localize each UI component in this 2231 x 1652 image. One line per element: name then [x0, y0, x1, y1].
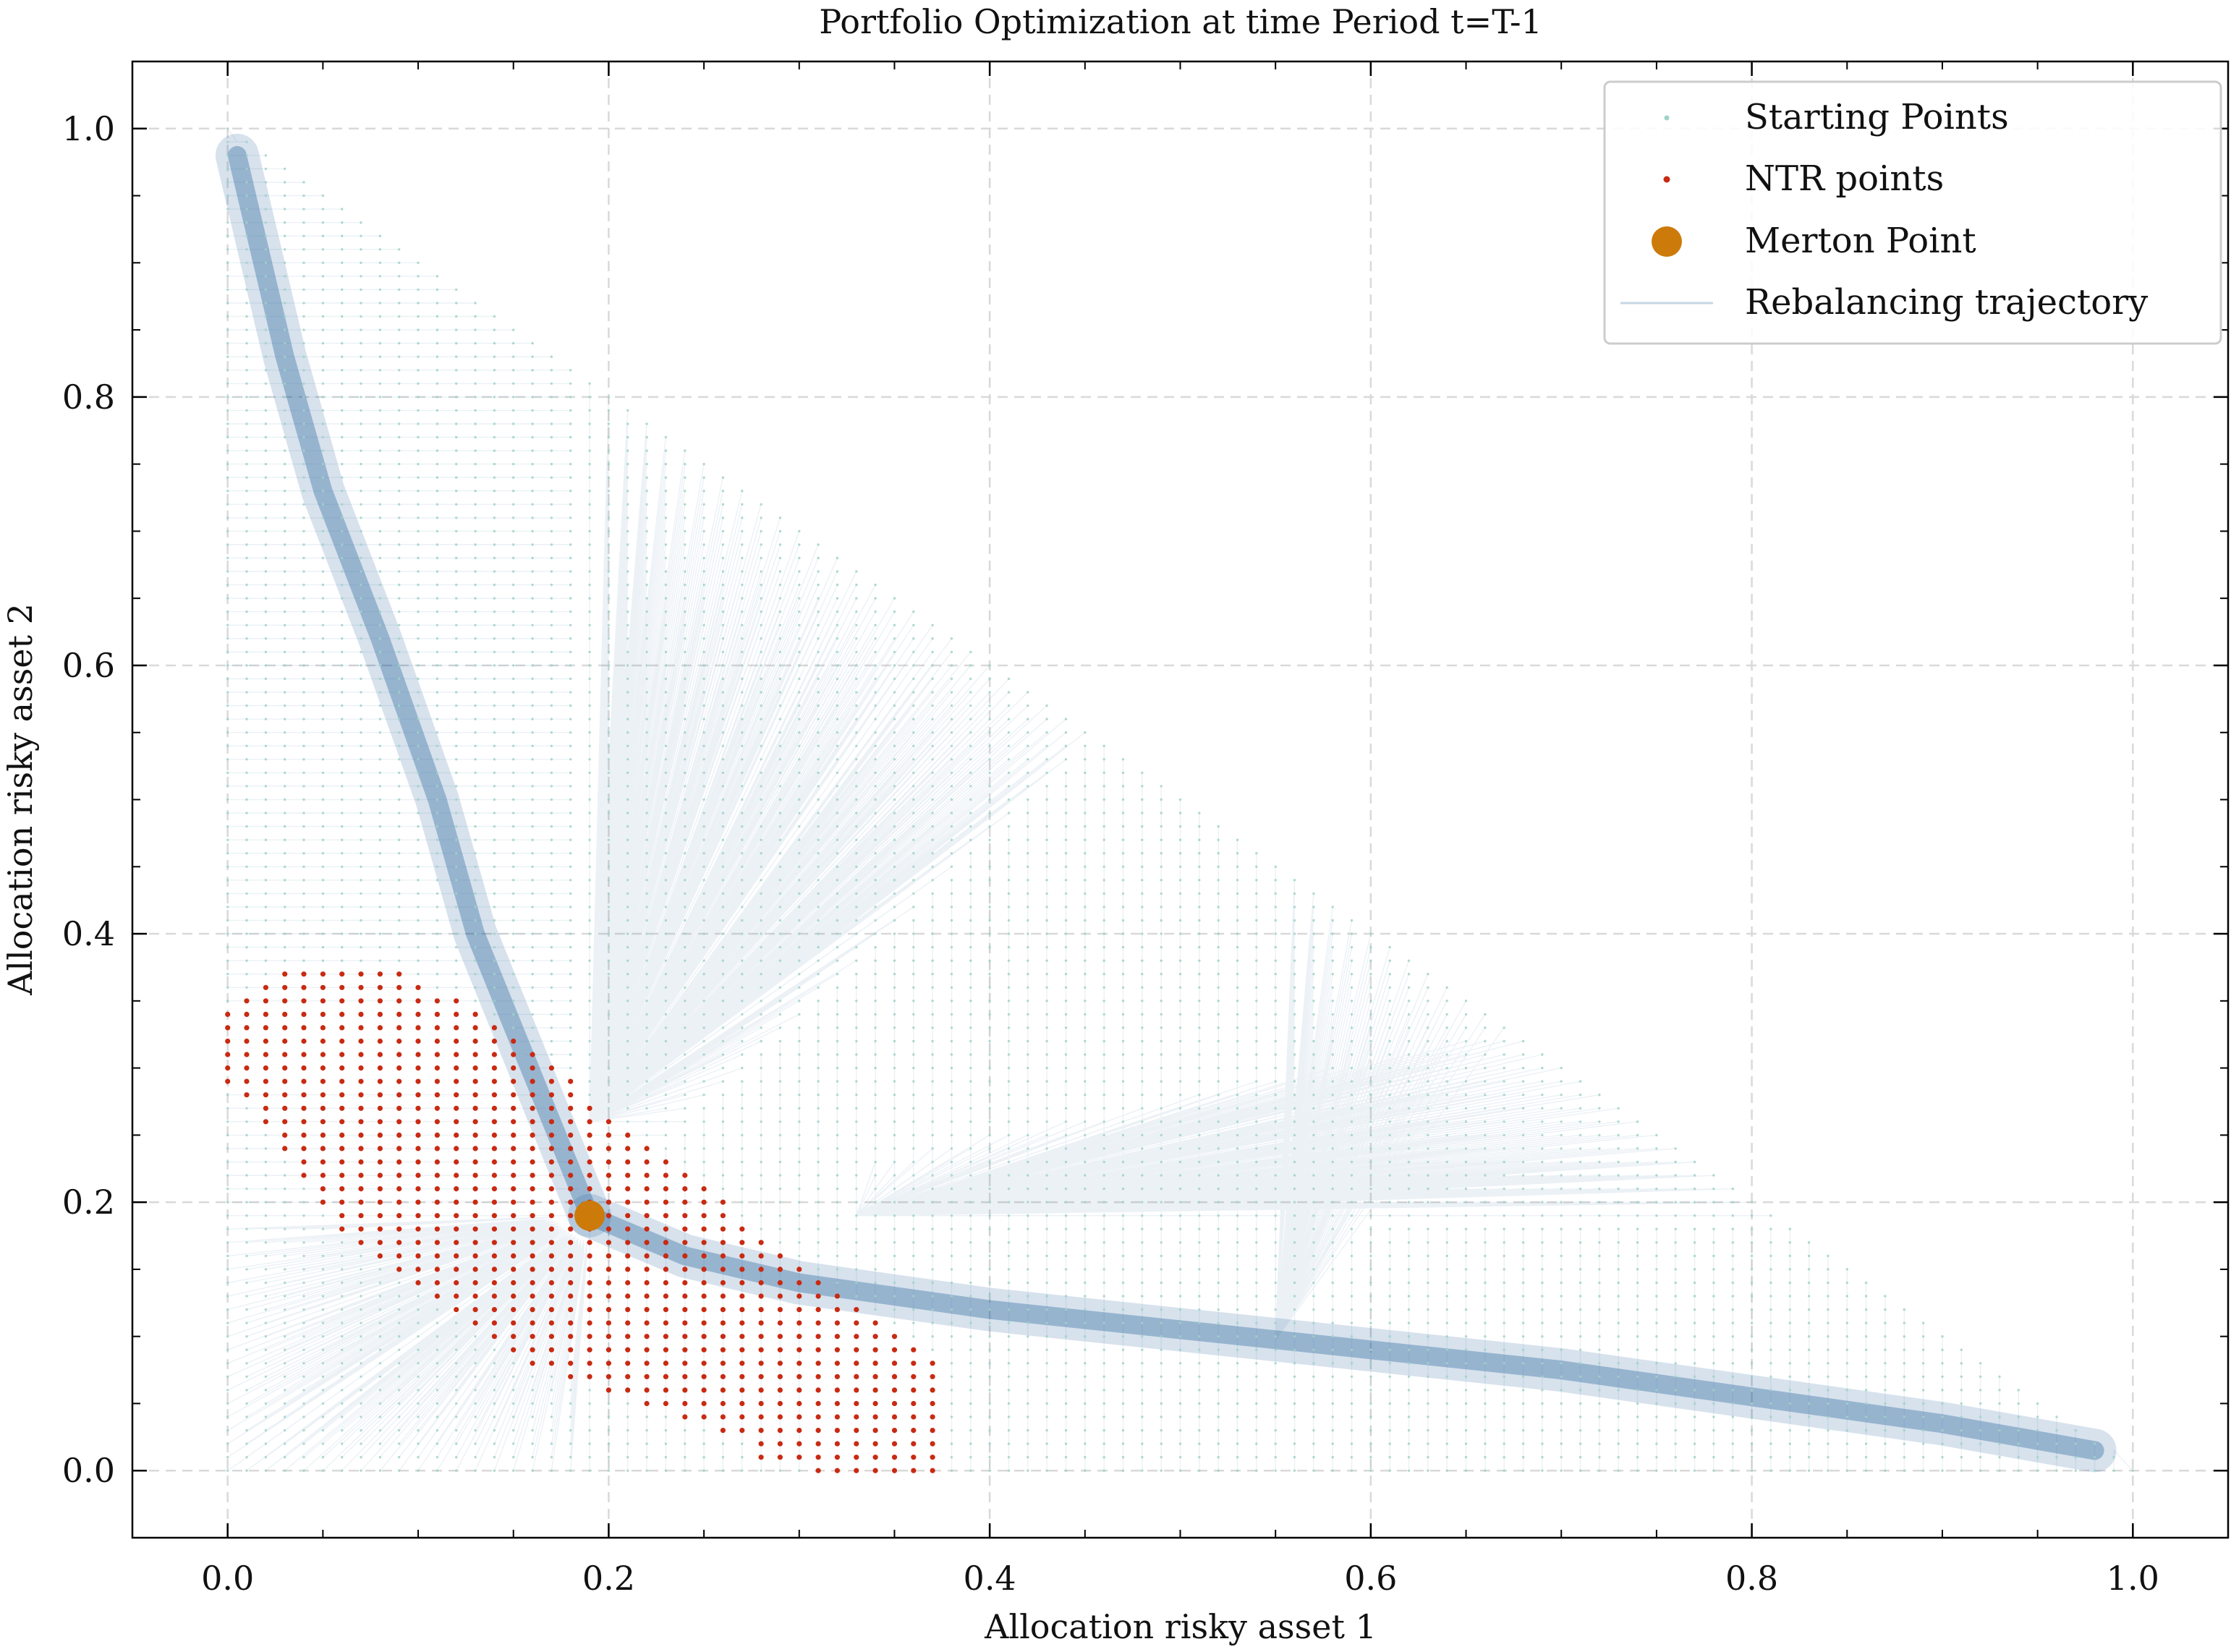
y-tick-label: 0.8: [62, 378, 115, 417]
x-axis-label: Allocation risky asset 1: [984, 1607, 1377, 1646]
starting-points: [226, 127, 2134, 1472]
legend-marker-merton-point: [1652, 226, 1682, 257]
axis-ticks: 0.0 0.2 0.4 0.6 0.8 1.0 0.0 0.2 0.4 0.6 0.8 1.0: [62, 61, 2229, 1598]
x-tick-label: 0.2: [582, 1559, 635, 1598]
legend-marker-ntr-points: [1663, 176, 1670, 183]
x-tick-label: 0.8: [1725, 1559, 1778, 1598]
legend-marker-starting-points: [1664, 115, 1670, 121]
x-tick-label: 0.4: [964, 1559, 1016, 1598]
y-tick-label: 0.4: [62, 914, 115, 953]
legend: Starting Points NTR points Merton Point …: [1603, 80, 2222, 345]
y-tick-label: 1.0: [62, 109, 115, 148]
legend-label-starting-points: Starting Points: [1745, 97, 2009, 137]
x-tick-label: 1.0: [2107, 1559, 2159, 1598]
merton-point-layer: [574, 1200, 605, 1231]
y-tick-label: 0.2: [62, 1183, 115, 1222]
trajectory-density-upper-core: [227, 145, 600, 1225]
chart-title: Portfolio Optimization at time Period t=…: [819, 2, 1542, 41]
x-tick-label: 0.6: [1344, 1559, 1397, 1598]
y-tick-label: 0.0: [62, 1451, 115, 1490]
legend-label-merton-point: Merton Point: [1745, 221, 1976, 261]
y-axis-label: Allocation risky asset 2: [1, 603, 40, 996]
starting-point: [226, 127, 2134, 1472]
plot-area: [215, 127, 2134, 1473]
merton-point: [574, 1200, 605, 1231]
legend-label-ntr-points: NTR points: [1745, 158, 1944, 199]
legend-frame: [1603, 80, 2222, 345]
x-tick-label: 0.0: [201, 1559, 254, 1598]
legend-label-rebalancing-trajectory: Rebalancing trajectory: [1745, 282, 2148, 323]
trajectory-density-upper-wide: [215, 133, 612, 1238]
y-tick-label: 0.6: [62, 646, 115, 685]
